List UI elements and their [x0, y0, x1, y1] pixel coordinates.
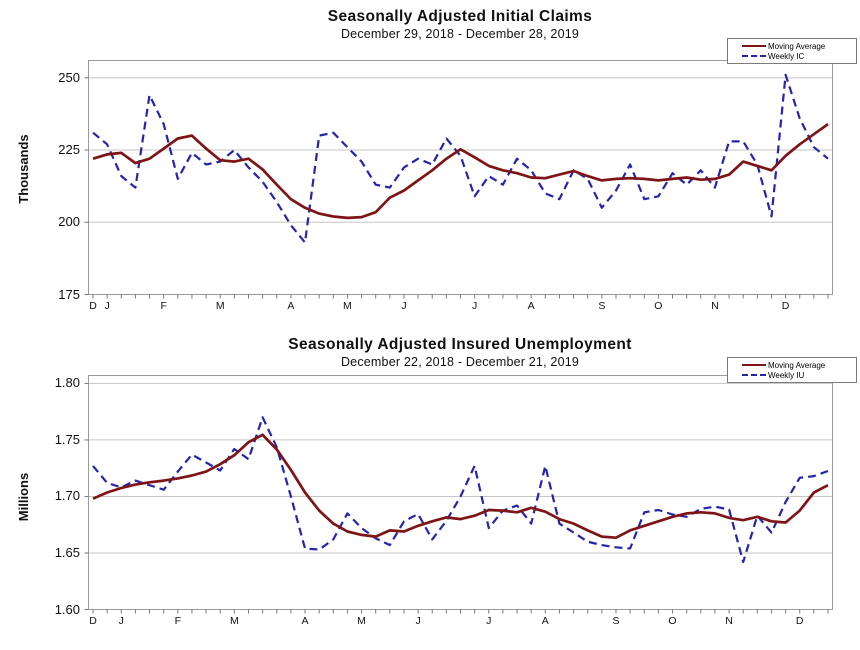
x-tick-label: D [782, 300, 790, 312]
x-tick-label: A [542, 615, 549, 627]
chart1-legend: Moving Average Weekly IC [727, 38, 857, 64]
legend-label-moving-average: Moving Average [768, 360, 826, 370]
x-tick-label: A [287, 300, 294, 312]
chart2-subtitle: December 22, 2018 - December 21, 2019 [340, 355, 580, 369]
chart2-legend-row-moving-average: Moving Average [728, 360, 856, 370]
x-tick-label: J [105, 300, 110, 312]
x-tick-label: O [654, 300, 662, 312]
moving-average-line-swatch [742, 45, 766, 47]
moving-average-line-swatch [742, 364, 766, 366]
x-tick-label: D [796, 615, 804, 627]
y-tick-label: 1.70 [54, 488, 80, 504]
chart2-legend: Moving Average Weekly IU [727, 357, 857, 383]
moving-average-line [92, 433, 829, 540]
moving-average-line [92, 123, 829, 220]
x-tick-label: A [528, 300, 535, 312]
chart1-title: Seasonally Adjusted Initial Claims [327, 8, 593, 25]
y-tick-label: 1.80 [54, 375, 80, 391]
chart1-subtitle: December 29, 2018 - December 28, 2019 [340, 27, 580, 41]
x-tick-label: S [598, 300, 605, 312]
x-tick-label: J [415, 615, 420, 627]
legend-label-weekly-ic: Weekly IC [768, 51, 805, 61]
x-tick-label: S [612, 615, 619, 627]
chart2-y-axis-title: Millions [16, 472, 31, 522]
x-tick-label: O [668, 615, 676, 627]
x-tick-label: N [725, 615, 733, 627]
y-tick-label: 200 [58, 214, 80, 230]
y-tick-label: 175 [58, 286, 80, 302]
chart1-legend-row-moving-average: Moving Average [728, 41, 856, 51]
weekly-claims-line [92, 416, 829, 564]
y-tick-label: 1.60 [54, 601, 80, 617]
chart1-y-axis-title: Thousands [16, 134, 31, 204]
x-tick-label: J [119, 615, 124, 627]
legend-label-weekly-iu: Weekly IU [768, 370, 805, 380]
y-tick-label: 250 [58, 69, 80, 85]
chart2-title: Seasonally Adjusted Insured Unemployment [288, 336, 632, 353]
chart2-legend-row-weekly-iu: Weekly IU [728, 370, 856, 380]
x-tick-label: M [230, 615, 239, 627]
x-tick-label: D [89, 615, 97, 627]
x-tick-label: M [343, 300, 352, 312]
x-tick-label: J [472, 300, 477, 312]
plot-border [88, 375, 833, 610]
x-tick-label: A [302, 615, 309, 627]
x-tick-label: F [175, 615, 181, 627]
weekly-ic-line-swatch [742, 55, 766, 57]
y-tick-label: 1.75 [54, 431, 80, 447]
x-tick-label: M [216, 300, 225, 312]
legend-label-moving-average: Moving Average [768, 41, 826, 51]
x-tick-label: F [160, 300, 166, 312]
x-tick-label: D [89, 300, 97, 312]
weekly-iu-line-swatch [742, 374, 766, 376]
x-tick-label: J [401, 300, 406, 312]
y-tick-label: 1.65 [54, 544, 80, 560]
y-tick-label: 225 [58, 142, 80, 158]
chart1-legend-row-weekly-ic: Weekly IC [728, 51, 856, 61]
x-tick-label: N [711, 300, 719, 312]
x-tick-label: M [357, 615, 366, 627]
x-tick-label: J [486, 615, 491, 627]
weekly-claims-line [92, 73, 829, 244]
